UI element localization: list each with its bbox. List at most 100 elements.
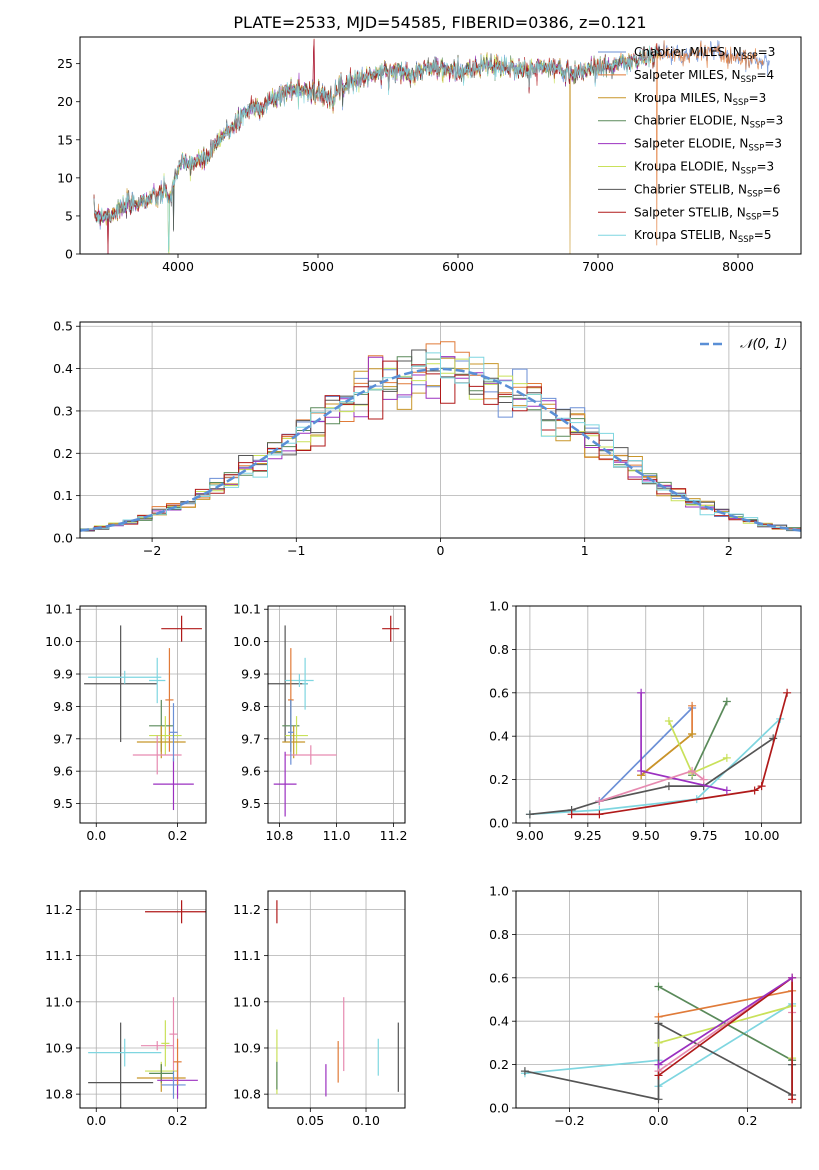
legend-entry-name: Salpeter MILES, N <box>634 68 741 82</box>
x-tick-label: 0.10 <box>352 1113 380 1128</box>
residuals-panel: −2 −1 0 1 2 0.0 0.1 0.2 0.3 0.4 0.5 𝒩(0, 1) <box>53 319 802 558</box>
legend-entry-suffix: =3 <box>758 45 776 59</box>
y-tick-label: 11.1 <box>233 948 261 963</box>
weight-series-line <box>657 976 793 1100</box>
x-tick-label: 0.2 <box>168 828 188 843</box>
weight-point-marker <box>637 688 646 697</box>
plot-area <box>93 38 771 254</box>
weight-point-marker <box>664 717 673 726</box>
x-tick-label: 10.8 <box>265 828 293 843</box>
x-tick-label: 9.50 <box>632 828 660 843</box>
legend-entry-sub: SSP <box>750 121 766 131</box>
y-tick-label: 9.6 <box>241 764 261 779</box>
weight-point-marker <box>525 810 534 819</box>
plot-area <box>520 973 797 1104</box>
legend-entry: Salpeter STELIB, NSSP=5 <box>634 205 779 222</box>
y-tick-label: 10.1 <box>45 602 73 617</box>
y-tick-label: 9.7 <box>53 731 73 746</box>
axes-frame <box>515 890 802 1109</box>
plot-area <box>88 900 206 1108</box>
grid-lines <box>80 606 206 823</box>
weight-point-marker <box>654 1038 663 1047</box>
weight-point-marker <box>654 1012 663 1021</box>
y-tick-label: 11.1 <box>45 948 73 963</box>
y-tick-label: 15 <box>57 132 73 147</box>
legend-entry: Salpeter MILES, NSSP=4 <box>634 68 774 85</box>
legend-entry-suffix: =3 <box>756 160 774 174</box>
legend-entry: Salpeter ELODIE, NSSP=3 <box>634 137 782 154</box>
y-tick-label: 9.9 <box>241 667 261 682</box>
x-tick-label: −1 <box>287 543 305 558</box>
weight-point-marker <box>722 753 731 762</box>
x-tick-label: 0.0 <box>86 828 106 843</box>
y-tick-label: 10 <box>57 170 73 185</box>
axes-frame <box>515 605 802 824</box>
weight-point-marker <box>654 982 663 991</box>
legend-entry-name: Salpeter STELIB, N <box>634 205 746 219</box>
weight-series-line <box>658 977 793 1066</box>
plot-area <box>80 341 801 532</box>
legend-entry-suffix: =4 <box>756 68 774 82</box>
x-tick-label: 0.2 <box>168 1113 188 1128</box>
mass-vs-extinction-panel: 0.05 0.10 10.8 10.9 11.0 11.1 11.2 <box>233 890 406 1128</box>
x-tick-label: 7000 <box>582 259 614 274</box>
y-tick-label: 0.4 <box>489 1014 509 1029</box>
x-tick-label: 5000 <box>302 259 334 274</box>
y-tick-label: 0.8 <box>489 927 509 942</box>
weight-point-marker <box>688 766 697 775</box>
normal-distribution-curve <box>80 367 801 532</box>
x-tick-label: −0.2 <box>554 1113 584 1128</box>
x-tick-label: 9.75 <box>690 828 718 843</box>
x-tick-label: 0.0 <box>649 1113 669 1128</box>
y-tick-label: 11.2 <box>45 902 73 917</box>
axes-frame <box>79 36 802 255</box>
grid-lines <box>268 606 405 823</box>
y-tick-label: 0.0 <box>489 1101 509 1116</box>
y-tick-label: 11.0 <box>45 994 73 1009</box>
legend-entry-sub: SSP <box>733 98 749 108</box>
weight-point-marker <box>688 730 697 739</box>
y-tick-label: 9.8 <box>53 699 73 714</box>
legend-entry: 𝒩(0, 1) <box>740 337 787 352</box>
y-tick-label: 10.8 <box>45 1087 73 1102</box>
grid-lines <box>80 891 206 1108</box>
weight-point-marker <box>688 701 697 710</box>
y-tick-label: 0 <box>65 247 73 262</box>
legend-entry-sub: SSP <box>742 52 758 62</box>
legend: 𝒩(0, 1) <box>700 337 787 352</box>
x-tick-label: 0 <box>437 543 445 558</box>
weight-point-marker <box>783 688 792 697</box>
mass-vs-metallicity-panel: 0.0 0.2 10.8 10.9 11.0 11.1 11.2 <box>45 890 207 1128</box>
weight-vs-age-panel: 9.00 9.25 9.50 9.75 10.00 0.0 0.2 0.4 0.6 0.8 1.0 <box>489 599 802 843</box>
y-tick-label: 10.9 <box>233 1040 261 1055</box>
x-tick-label: 0.2 <box>738 1113 758 1128</box>
legend-entry-sub: SSP <box>747 189 763 199</box>
x-tick-label: 9.25 <box>574 828 602 843</box>
weight-series-line <box>658 989 793 1018</box>
y-tick-label: 10.8 <box>233 1087 261 1102</box>
y-tick-label: 11.2 <box>233 902 261 917</box>
x-tick-label: 6000 <box>442 259 474 274</box>
figure-title: PLATE=2533, MJD=54585, FIBERID=0386, z=0… <box>233 13 646 32</box>
legend-entry: Chabrier ELODIE, NSSP=3 <box>634 114 783 131</box>
weight-point-marker <box>520 1067 529 1076</box>
legend-entry-suffix: =3 <box>764 137 782 151</box>
weight-series-line <box>691 701 728 776</box>
legend-entry: Kroupa MILES, NSSP=3 <box>634 91 766 108</box>
y-tick-label: 0.6 <box>489 970 509 985</box>
age-vs-mass-panel: 10.8 11.0 11.2 9.5 9.6 9.7 9.8 9.9 10.0 10.1 <box>233 602 407 843</box>
weight-series-line <box>598 707 693 802</box>
y-tick-label: 10.0 <box>45 634 73 649</box>
x-tick-label: 4000 <box>162 259 194 274</box>
axes-frame <box>267 605 406 824</box>
x-tick-label: −2 <box>143 543 161 558</box>
y-tick-label: 0.6 <box>489 685 509 700</box>
legend-entry-suffix: =5 <box>754 228 772 242</box>
axes-frame <box>79 321 802 539</box>
x-tick-label: 1 <box>581 543 589 558</box>
axes-frame <box>79 890 207 1109</box>
weight-series-line <box>640 733 693 776</box>
plot-area <box>84 615 202 811</box>
